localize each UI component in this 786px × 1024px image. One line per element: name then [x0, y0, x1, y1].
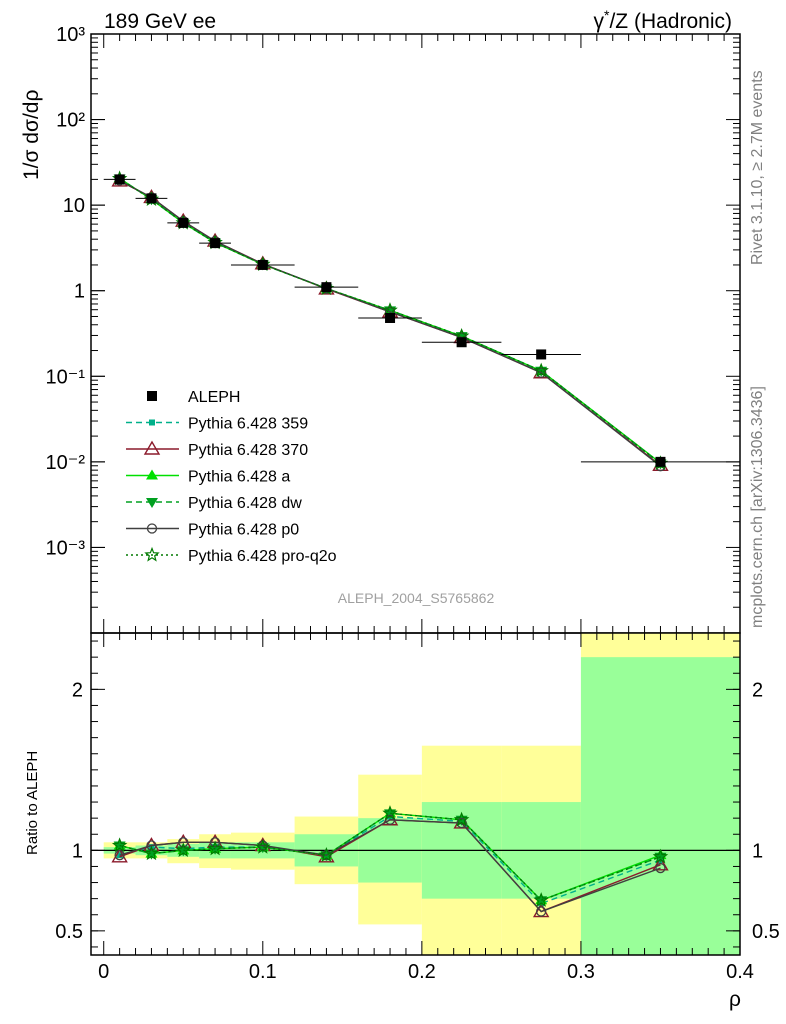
ratio-marker-pq2o: [111, 837, 128, 853]
data-point: [321, 282, 332, 293]
ratio-marker-pdw: [145, 849, 158, 860]
header-left: 189 GeV ee: [104, 10, 216, 33]
ratio-marker-pq2o: [652, 848, 669, 864]
header-right: γ*/Z (Hadronic): [594, 7, 732, 33]
ratio-marker-pp0: [178, 837, 189, 848]
ratio-y-tick-label-right: 1: [752, 840, 763, 862]
ratio-marker-p370: [652, 856, 669, 871]
ratio-marker-pq2o: [143, 845, 160, 861]
data-point: [257, 259, 268, 270]
rivet-label: Rivet 3.1.10, ≥ 2.7M events: [749, 70, 766, 265]
ratio-marker-pdw: [535, 896, 548, 907]
legend-marker-p359: [149, 419, 155, 426]
legend-label-pp0: Pythia 6.428 p0: [188, 522, 299, 539]
ratio-line-pq2o: [119, 812, 661, 902]
data-point: [146, 193, 157, 204]
ratio-y-tick-label-left: 0.5: [55, 921, 83, 943]
main-y-tick-label: 10²: [56, 110, 85, 132]
ratio-marker-pq2o: [453, 811, 470, 827]
ratio-y-tick-label-right: 0.5: [752, 921, 780, 943]
x-tick-label: 0.2: [408, 961, 436, 983]
main-y-tick-label: 10⁻³: [46, 537, 86, 559]
x-axis-label: ρ: [729, 988, 741, 1011]
ratio-marker-p370: [111, 848, 128, 863]
ratio-line-pp0: [119, 819, 661, 913]
ratio-y-tick-label-left: 1: [72, 840, 83, 862]
main-y-tick-label: 1: [74, 281, 85, 303]
main-y-axis-label: 1/σ dσ/dρ: [20, 90, 43, 180]
ratio-marker-pp0: [655, 862, 666, 874]
ratio-marker-pdw: [113, 841, 126, 852]
ratio-frame: [90, 632, 741, 956]
data-point: [385, 312, 396, 323]
ratio-marker-pq2o: [175, 842, 191, 857]
ratio-marker-pp0: [536, 906, 547, 917]
ratio-line-p359: [119, 815, 661, 905]
legend-marker-pa: [146, 469, 158, 480]
ratio-series-layer: [111, 805, 669, 918]
data-point: [655, 456, 666, 467]
ratio-marker-pdw: [384, 809, 397, 820]
main-y-tick-label: 10: [63, 195, 85, 217]
legend-label-pa: Pythia 6.428 a: [188, 469, 290, 486]
x-tick-label: 0: [98, 961, 109, 983]
legend-label-data: ALEPH: [188, 389, 240, 406]
ratio-marker-pp0: [209, 837, 221, 848]
data-point: [178, 217, 189, 228]
stat-band: [580, 657, 740, 955]
ratio-y-tick-label-right: 2: [752, 679, 763, 701]
main-axes: 10⁻³ 10⁻² 10⁻¹ 1 10 10² 10³: [46, 24, 741, 634]
mcplots-label: mcplots.cern.ch [arXiv:1306.3436]: [749, 386, 766, 628]
ratio-bands: [91, 633, 740, 955]
ratio-marker-pq2o: [207, 840, 223, 856]
legend-label-pq2o: Pythia 6.428 pro-q2o: [188, 548, 337, 565]
main-data-points: [103, 174, 740, 467]
legend-marker-data: [147, 391, 157, 401]
main-y-tick-label: 10³: [56, 24, 85, 46]
legend-label-p370: Pythia 6.428 370: [188, 442, 308, 459]
legend-marker-pp0: [146, 523, 158, 534]
series-marker-pp0: [536, 367, 547, 378]
ratio-marker-pq2o: [255, 838, 271, 854]
data-point: [456, 337, 467, 348]
ratio-y-axis-label: Ratio to ALEPH: [24, 751, 41, 855]
main-y-tick-label: 10⁻¹: [46, 366, 86, 388]
ratio-marker-pp0: [114, 850, 125, 861]
ratio-marker-pdw: [177, 846, 190, 857]
series-marker-pq2o: [533, 362, 549, 378]
ratio-marker-pdw: [209, 844, 222, 855]
legend-marker-pq2o: [144, 546, 160, 562]
x-tick-label: 0.3: [567, 961, 595, 983]
main-y-tick-label: 10⁻²: [46, 452, 86, 474]
data-point: [210, 238, 221, 249]
ratio-line-pdw: [119, 812, 661, 902]
ratio-marker-pp0: [146, 840, 157, 851]
legend-label-p359: Pythia 6.428 359: [188, 416, 308, 433]
ratio-marker-pq2o: [533, 892, 549, 907]
data-point: [536, 349, 547, 360]
ratio-marker-pq2o: [318, 847, 335, 862]
analysis-watermark: ALEPH_2004_S5765862: [338, 590, 495, 606]
ratio-marker-pq2o: [382, 805, 398, 820]
ratio-y-tick-label-left: 2: [72, 679, 83, 701]
legend-marker-pdw: [146, 498, 158, 508]
series-line-pq2o: [119, 178, 661, 464]
ratio-marker-pp0: [384, 814, 396, 825]
ratio-marker-pdw: [654, 852, 667, 863]
main-frame: [90, 33, 741, 634]
x-tick-label: 0.4: [726, 961, 754, 983]
ratio-axes: 0 0.1 0.2 0.3 0.4 0.5 0.5 1 1 2 2: [55, 632, 780, 983]
x-tick-label: 0.1: [249, 961, 277, 983]
legend: ALEPH Pythia 6.428 359 Pythia 6.428 370 Pyt…: [126, 389, 337, 565]
legend-marker-p370: [143, 440, 161, 455]
legend-label-pdw: Pythia 6.428 dw: [188, 495, 302, 512]
ratio-marker-pp0: [456, 817, 467, 829]
data-point: [114, 174, 125, 185]
ratio-marker-pdw: [455, 815, 468, 826]
